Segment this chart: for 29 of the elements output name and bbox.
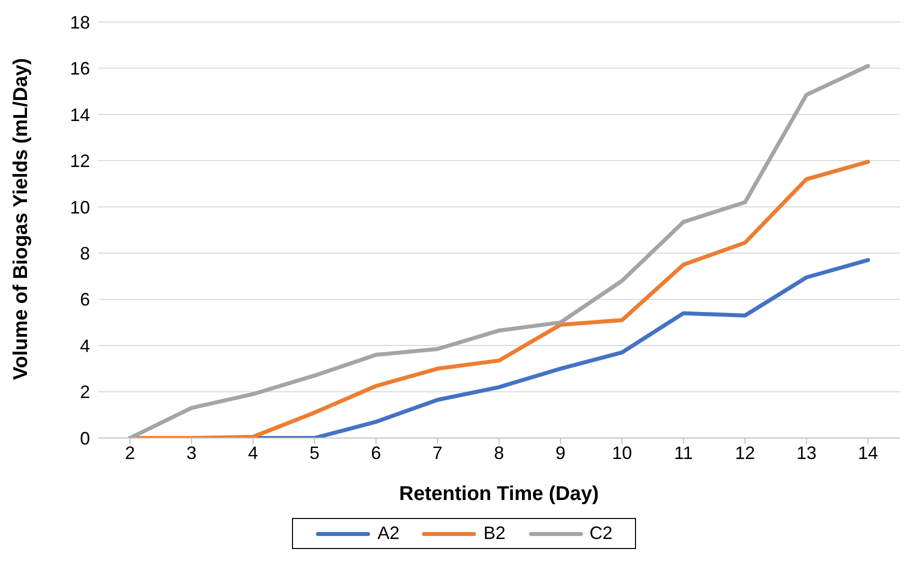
y-tick-label: 12 — [70, 151, 90, 172]
x-tick-label: 3 — [186, 442, 197, 463]
legend-label: B2 — [482, 523, 506, 544]
x-tick-label: 5 — [309, 442, 320, 463]
x-tick-label: 11 — [674, 442, 693, 463]
y-tick-label: 2 — [80, 382, 90, 402]
x-tick-label: 6 — [370, 442, 382, 463]
y-tick-label: 10 — [70, 197, 90, 218]
legend-label: A2 — [376, 523, 400, 544]
y-tick-label: 4 — [80, 336, 90, 356]
line-series — [128, 64, 870, 438]
y-tick-label: 18 — [70, 12, 90, 32]
y-tick-label: 14 — [70, 104, 90, 125]
y-tick-label: 0 — [80, 428, 90, 448]
x-tick-label: 7 — [432, 442, 443, 463]
x-tick-label: 14 — [858, 442, 878, 463]
x-axis-title: Retention Time (Day) — [399, 483, 599, 505]
legend-label: C2 — [588, 523, 613, 544]
y-tick-label: 16 — [70, 58, 90, 79]
y-axis-title: Volume of Biogas Yields (mL/Day) — [10, 58, 32, 380]
y-tick-label: 6 — [80, 290, 90, 310]
x-tick-label: 13 — [796, 442, 817, 463]
x-tick-label: 8 — [494, 442, 504, 463]
x-tick-label: 10 — [612, 442, 632, 463]
x-tick-label: 9 — [555, 442, 566, 463]
x-tick-label: 2 — [124, 442, 136, 463]
x-tick-label: 12 — [734, 442, 756, 463]
y-tick-label: 8 — [80, 244, 90, 264]
x-tick-label: 4 — [248, 442, 258, 463]
